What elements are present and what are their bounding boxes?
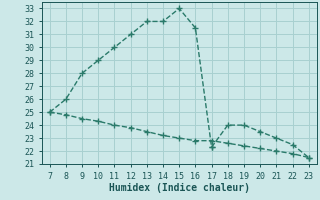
X-axis label: Humidex (Indice chaleur): Humidex (Indice chaleur): [109, 183, 250, 193]
